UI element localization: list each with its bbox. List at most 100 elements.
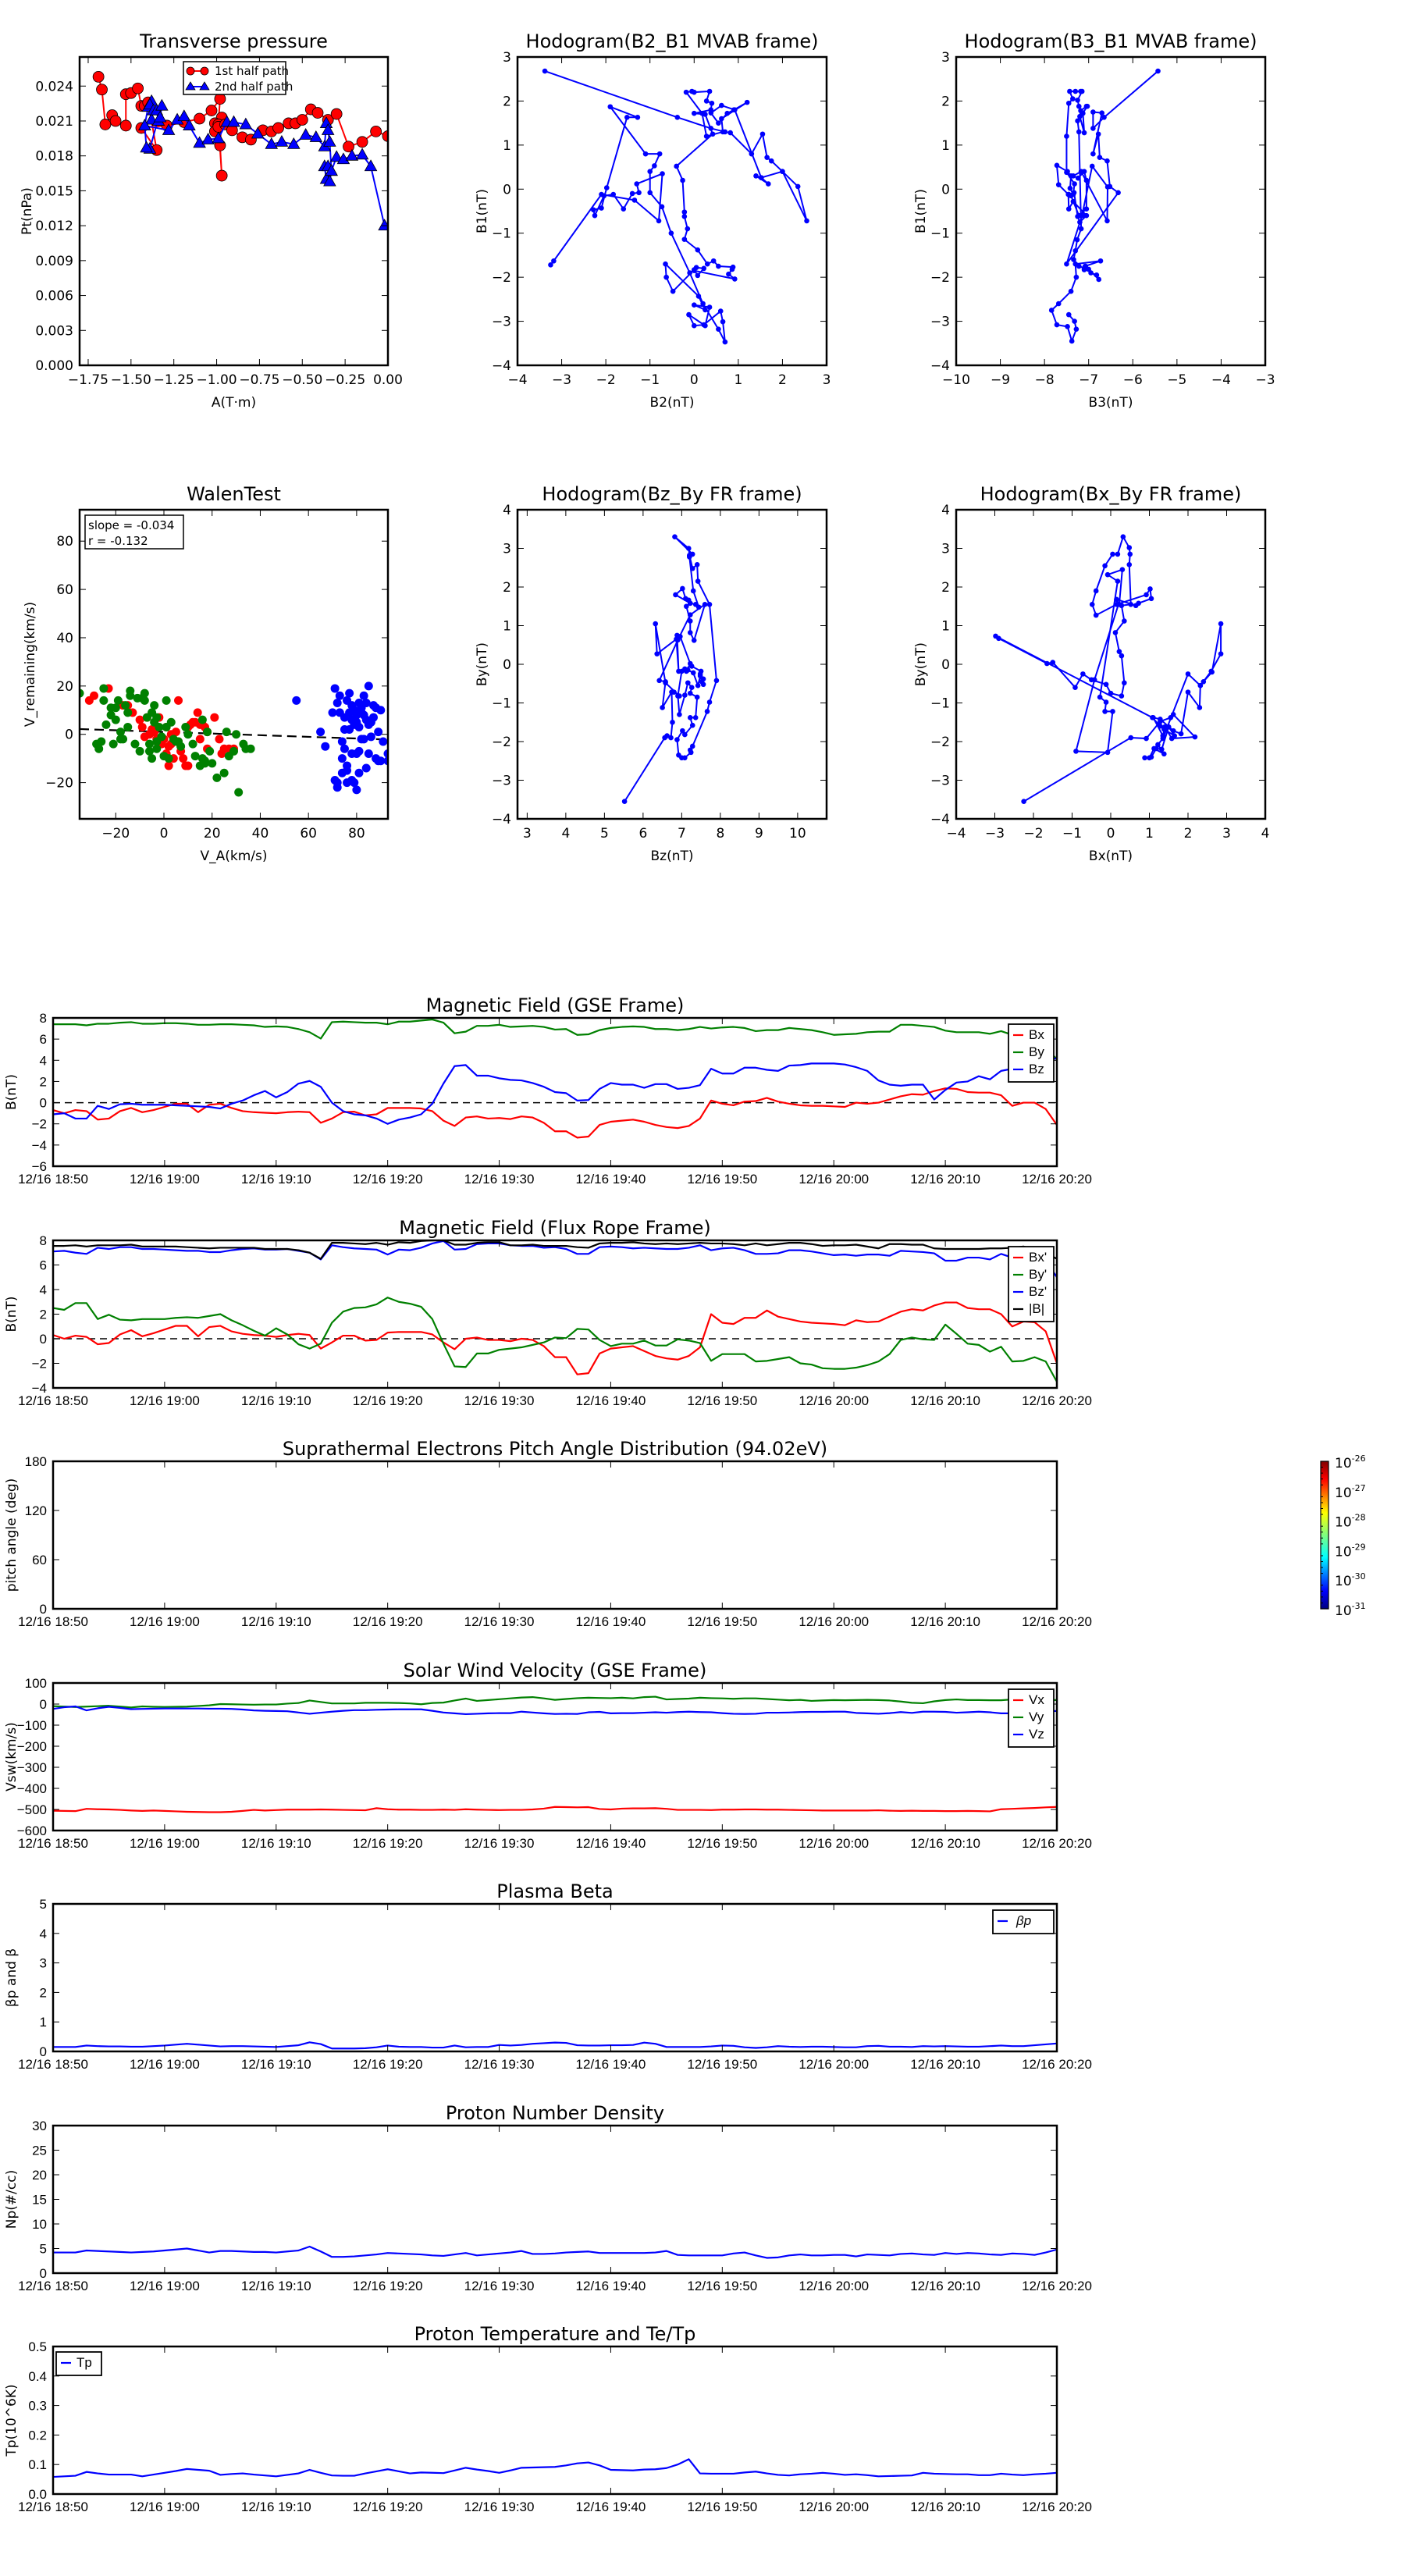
x-tick-label: 12/16 19:00 bbox=[130, 1614, 200, 1629]
legend-label: By' bbox=[1029, 1267, 1047, 1282]
x-tick-label: 12/16 19:40 bbox=[576, 1393, 646, 1408]
data-point bbox=[691, 110, 697, 116]
y-tick-label: 1 bbox=[503, 619, 511, 635]
y-tick-label: 25 bbox=[32, 2144, 47, 2158]
data-point bbox=[113, 696, 123, 705]
data-point bbox=[749, 151, 755, 157]
data-point bbox=[683, 89, 689, 95]
y-tick-label: −3 bbox=[930, 315, 950, 330]
y-tick-label: −600 bbox=[17, 1823, 47, 1838]
data-point bbox=[119, 119, 132, 132]
data-point bbox=[215, 169, 228, 182]
y-tick-label: 20 bbox=[32, 2168, 47, 2183]
data-point bbox=[1090, 126, 1096, 131]
data-point bbox=[1104, 218, 1110, 224]
y-axis-label: B(nT) bbox=[4, 1296, 20, 1332]
data-point bbox=[691, 638, 697, 643]
data-point bbox=[227, 115, 240, 127]
legend: 1st half path 2nd half path bbox=[183, 61, 293, 95]
x-tick-label: 12/16 20:00 bbox=[799, 1172, 869, 1187]
y-tick-label: 3 bbox=[503, 542, 511, 557]
data-point bbox=[354, 746, 364, 756]
axes-frame bbox=[516, 508, 828, 820]
data-point bbox=[701, 322, 707, 328]
data-point bbox=[660, 705, 665, 710]
x-tick-label: 12/16 18:50 bbox=[18, 1614, 88, 1629]
y-axis-label: pitch angle (deg) bbox=[4, 1478, 20, 1592]
y-tick-label: 80 bbox=[56, 534, 73, 550]
data-point bbox=[1065, 206, 1072, 212]
x-tick-label: 12/16 20:10 bbox=[910, 1614, 980, 1629]
y-tick-label: 6 bbox=[40, 1258, 47, 1273]
data-point bbox=[1148, 754, 1154, 760]
data-point bbox=[1072, 685, 1078, 690]
data-point bbox=[239, 117, 253, 130]
data-point bbox=[1078, 108, 1083, 114]
data-point bbox=[368, 713, 378, 722]
data-point bbox=[1144, 592, 1149, 598]
data-point bbox=[1197, 705, 1203, 710]
data-point bbox=[1083, 206, 1090, 212]
x-tick-label: −4 bbox=[946, 826, 966, 841]
chart-title: Proton Number Density bbox=[446, 2102, 664, 2124]
x-tick-label: 7 bbox=[678, 826, 686, 841]
data-point bbox=[1110, 709, 1115, 714]
x-tick-label: −6 bbox=[1123, 372, 1143, 388]
x-tick-label: −2 bbox=[1023, 826, 1043, 841]
y-tick-label: 2 bbox=[503, 580, 511, 596]
x-tick-label: 12/16 19:30 bbox=[464, 1836, 535, 1851]
data-point bbox=[1102, 563, 1108, 569]
data-point bbox=[1081, 130, 1087, 136]
data-point bbox=[1108, 690, 1114, 696]
data-point bbox=[732, 276, 738, 282]
data-point bbox=[1170, 712, 1176, 717]
y-tick-label: 3 bbox=[503, 50, 511, 66]
data-point bbox=[695, 247, 701, 253]
x-tick-label: 1 bbox=[734, 372, 742, 388]
data-point bbox=[629, 190, 635, 197]
x-axis-label: Bz(nT) bbox=[650, 849, 693, 864]
data-point bbox=[210, 713, 219, 722]
data-point bbox=[321, 123, 335, 135]
data-point bbox=[162, 123, 176, 135]
data-point bbox=[716, 120, 721, 126]
x-tick-label: 12/16 19:00 bbox=[130, 2057, 200, 2072]
data-point bbox=[691, 302, 697, 308]
x-tick-label: 12/16 19:20 bbox=[353, 1393, 423, 1408]
colorbar-tick-label: 10-26 bbox=[1335, 1453, 1366, 1471]
data-point bbox=[656, 678, 662, 684]
data-point bbox=[607, 104, 614, 110]
legend: Bx' By' Bz' |B| bbox=[1008, 1246, 1055, 1322]
x-tick-label: 12/16 19:50 bbox=[687, 1614, 757, 1629]
plot-area bbox=[53, 1904, 1057, 2051]
data-point bbox=[1128, 735, 1134, 741]
data-point bbox=[188, 739, 197, 749]
data-point bbox=[1072, 181, 1077, 187]
data-point bbox=[1185, 671, 1191, 677]
series-line-0 bbox=[544, 70, 808, 343]
data-point bbox=[1200, 678, 1207, 685]
data-point bbox=[1150, 715, 1155, 720]
x-tick-label: 0 bbox=[160, 826, 169, 841]
data-point bbox=[704, 709, 710, 714]
data-point bbox=[680, 177, 685, 183]
x-tick-label: 12/16 18:50 bbox=[18, 2057, 88, 2072]
series-line-Bz bbox=[53, 1240, 1057, 1278]
x-tick-label: −3 bbox=[985, 826, 1005, 841]
data-point bbox=[686, 311, 692, 318]
plot-marks bbox=[621, 534, 720, 805]
data-point bbox=[1147, 586, 1153, 592]
data-point bbox=[691, 89, 697, 95]
y-tick-label: 30 bbox=[32, 2119, 47, 2133]
data-point bbox=[330, 108, 343, 120]
data-point bbox=[152, 713, 162, 722]
chart-h21: −4 −3 −2 −1 0 1 2 3 B2(nT) Hodogram(B2_B1 MVAB fr… bbox=[475, 30, 831, 411]
data-point bbox=[328, 708, 337, 717]
data-point bbox=[343, 761, 352, 770]
x-tick-label: 12/16 19:30 bbox=[464, 2279, 535, 2293]
y-tick-label: 0 bbox=[40, 1602, 47, 1617]
data-point bbox=[1076, 103, 1082, 109]
data-point bbox=[1054, 322, 1060, 328]
x-tick-label: 12/16 19:10 bbox=[241, 1614, 311, 1629]
